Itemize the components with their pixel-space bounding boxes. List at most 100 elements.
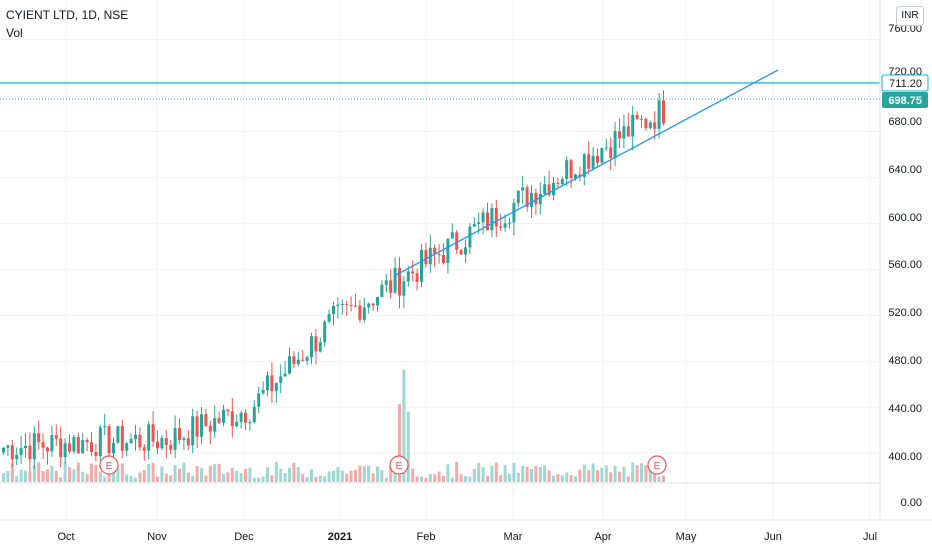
candle-body [442,254,445,264]
candle-body [204,414,208,426]
volume-bar [274,462,278,482]
volume-bar [314,476,318,482]
candle-body [235,421,239,427]
currency-button[interactable]: INR [896,6,924,26]
volume-bar [235,470,239,482]
candle-body [481,212,485,223]
volume-bar [428,474,432,482]
candle-body [349,304,353,306]
candle-body [389,280,393,293]
volume-bar [384,477,388,482]
volume-bar [68,467,71,482]
earnings-marker[interactable]: E [647,455,667,475]
volume-bar [72,469,76,482]
candle-body [477,222,481,225]
candle-body [644,118,648,129]
volume-bar [424,477,428,482]
volume-bar [494,462,498,482]
candle-body [574,174,577,179]
candle-body [257,393,261,407]
candle-body [512,202,516,223]
candle-body [208,425,212,432]
candle-body [464,247,467,255]
candle-body [367,303,371,308]
candle-body [28,445,32,460]
time-label: Oct [57,531,74,543]
earnings-marker[interactable]: E [99,455,119,475]
volume-bar [138,472,142,482]
volume-bar [574,476,577,482]
candle-body [534,192,538,205]
volume-bar [134,477,137,482]
volume-bar [582,464,586,482]
candle-body [226,409,230,412]
volume-bar [354,470,357,482]
candle-body [345,303,349,305]
candle-body [618,131,621,139]
volume-bar [398,403,401,482]
candle-body [63,443,67,458]
time-label: Apr [594,531,611,543]
candle-body [24,445,27,449]
volume-bar [19,470,23,482]
candle-body [50,435,54,452]
volume-bar [376,466,379,482]
candle-body [59,438,63,458]
volume-bar [266,467,269,482]
volume-bar [28,471,32,482]
volume-bar [442,475,445,482]
candle-body [81,440,85,454]
time-label: Mar [504,531,523,543]
candle-body [103,426,107,428]
volume-bar [296,467,300,482]
volume-bar [2,473,5,482]
candle-body [450,232,454,239]
candle-body [530,192,533,207]
earnings-marker[interactable]: E [389,455,409,475]
volume-bar [534,465,538,482]
volume-bar [626,476,630,482]
volume-bar [635,465,639,482]
volume-bar [596,470,599,482]
candle-body [6,445,10,448]
volume-bar [178,468,181,482]
candle-body [455,232,459,250]
candle-body [151,424,155,442]
volume-bar [380,470,384,482]
candle-body [596,155,599,163]
volume-bar [318,475,322,482]
volume-bar [530,469,533,482]
candle-body [582,154,586,177]
candle-body [393,267,397,293]
candle-body [371,303,375,306]
volume-bar [560,475,564,482]
candle-body [266,375,269,390]
volume-bar [116,466,120,482]
volume-bar [618,471,621,482]
volume-bar [59,477,63,482]
volume-bar [270,475,274,482]
volume-bar [371,473,375,482]
candle-body [160,438,164,449]
candle-body [2,447,5,453]
volume-bar [310,469,313,482]
volume-bar [486,475,489,482]
volume-bar [362,466,366,482]
volume-bar [402,369,406,482]
volume-bar [552,475,555,482]
price-scale[interactable]: 760.00 720.00 680.00 640.00 600.00 560.0… [888,23,922,509]
price-tick: 520.00 [888,307,922,319]
candle-body [41,442,45,448]
volume-bar [24,470,27,482]
time-axis[interactable]: Oct Nov Dec 2021 Feb Mar Apr May Jun Jul [57,531,877,543]
candle-body [191,416,195,446]
candle-body [327,314,331,322]
candle-body [424,249,428,265]
volume-bar [512,462,516,482]
candle-body [538,193,542,205]
volume-bar [415,476,419,482]
candle-body [332,306,335,315]
candle-body [565,160,569,179]
ascending-trendline[interactable] [395,69,779,276]
